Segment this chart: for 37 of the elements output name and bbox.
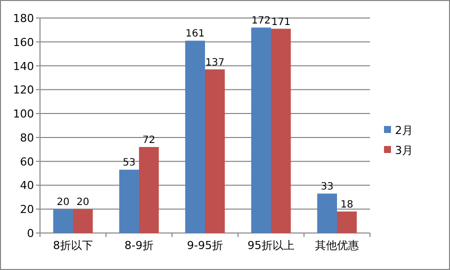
x-tick-label: 95折以上 — [248, 239, 294, 252]
legend-label: 3月 — [395, 144, 413, 157]
legend-label: 2月 — [395, 124, 413, 137]
bar — [139, 147, 159, 233]
data-label: 137 — [205, 57, 224, 68]
data-label: 72 — [142, 135, 156, 146]
x-tick-label: 8-9折 — [124, 239, 154, 252]
y-tick-label: 20 — [20, 203, 34, 216]
data-label: 20 — [76, 197, 90, 208]
bar — [317, 194, 337, 233]
y-tick-label: 80 — [20, 131, 34, 144]
bar — [205, 69, 225, 233]
y-tick-label: 60 — [20, 155, 34, 168]
y-tick-label: 180 — [13, 12, 34, 25]
x-tick-label: 其他优惠 — [315, 239, 359, 252]
data-label: 18 — [340, 200, 354, 210]
data-label: 171 — [271, 16, 290, 28]
bar — [251, 28, 271, 233]
bar — [185, 40, 205, 233]
y-tick-label: 40 — [20, 179, 34, 192]
bar — [119, 170, 139, 233]
bar — [337, 212, 357, 233]
y-tick-label: 100 — [13, 108, 34, 121]
x-tick-label: 8折以下 — [53, 239, 93, 252]
data-label: 53 — [122, 158, 136, 169]
data-label: 172 — [252, 16, 271, 27]
y-tick-label: 0 — [27, 227, 34, 240]
bar — [53, 209, 73, 233]
y-tick-label: 140 — [13, 60, 34, 73]
data-label: 33 — [320, 182, 334, 193]
y-tick-label: 120 — [13, 84, 34, 97]
y-tick-label: 160 — [13, 36, 34, 49]
bar — [73, 209, 93, 233]
data-label: 161 — [186, 28, 205, 40]
bar — [271, 28, 291, 233]
data-label: 20 — [56, 197, 70, 208]
x-tick-label: 9-95折 — [187, 239, 223, 252]
